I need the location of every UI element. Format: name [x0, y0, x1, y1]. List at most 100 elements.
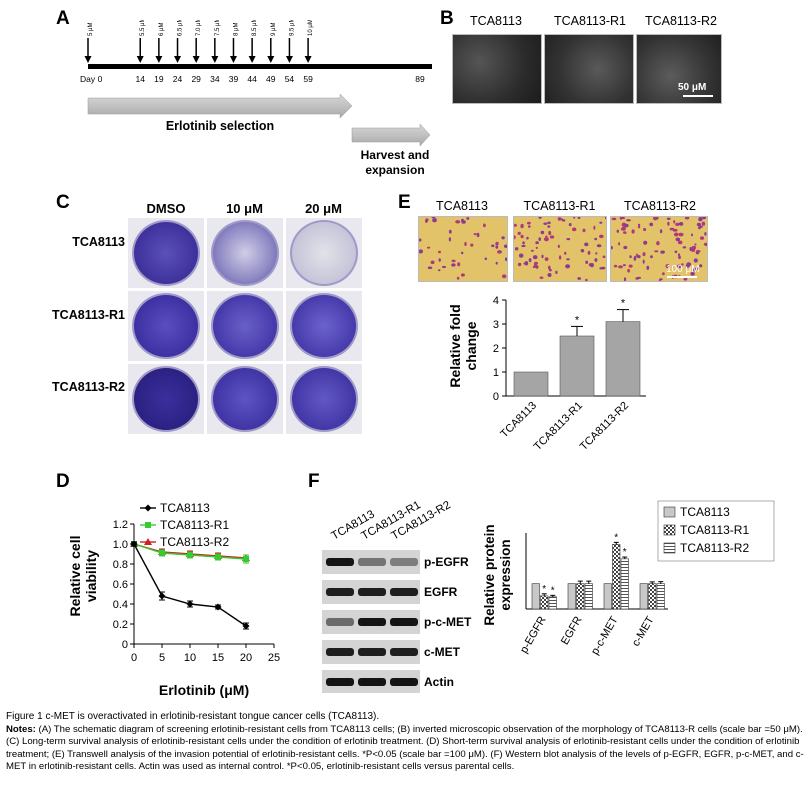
e-significance-star: *: [575, 314, 580, 326]
cell-dot: [654, 250, 659, 253]
f-significance-star: *: [542, 584, 546, 595]
cell-dot: [681, 263, 684, 266]
d-y-tick-label: 0: [122, 639, 128, 651]
cell-dot: [547, 225, 551, 228]
b-title-1: TCA8113: [470, 14, 522, 28]
colony-plate-cell: [128, 291, 204, 361]
cell-dot: [604, 217, 606, 220]
cell-dot: [626, 219, 631, 222]
cell-dot: [528, 258, 532, 263]
cell-dot: [543, 237, 549, 242]
cell-dot: [693, 258, 698, 263]
b-scale-label: 50 μM: [678, 82, 707, 93]
dose-label: 7.5 μM: [215, 20, 221, 36]
cell-dot: [673, 220, 676, 224]
cell-dot: [515, 247, 519, 251]
dose-arrow-head: [192, 56, 200, 63]
blot-band: [390, 558, 418, 566]
blot-band: [326, 618, 354, 626]
e-scale-label: 100 μM: [666, 264, 700, 275]
cell-dot: [557, 217, 562, 221]
cell-dot: [427, 246, 431, 249]
cell-dot: [682, 246, 687, 249]
dose-label: 6.5 μM: [178, 20, 184, 36]
micrograph-b-3: [636, 34, 722, 104]
cell-dot: [621, 226, 626, 231]
panel-d-label: D: [56, 471, 70, 492]
dose-label: 10 μM: [308, 20, 314, 36]
f-bar: [603, 583, 612, 610]
cell-dot: [514, 235, 516, 240]
cell-dot: [451, 263, 456, 267]
dose-arrow-head: [285, 56, 293, 63]
colony-dish: [211, 220, 279, 286]
e-title-3: TCA8113-R2: [623, 199, 697, 213]
cell-dot: [534, 261, 539, 265]
caption-notes-label: Notes:: [6, 723, 36, 735]
b-title-3: TCA8113-R2: [644, 14, 718, 28]
panel-f-bar-chart: Relative protein expression * * p-EGFR EGFR…: [482, 500, 775, 657]
f-significance-star: *: [614, 532, 618, 543]
cell-dot: [637, 255, 641, 259]
day-tick-label: 54: [285, 74, 295, 84]
blot-band: [326, 648, 354, 656]
e-scale-bar: [667, 276, 697, 278]
selection-label: Erlotinib selection: [166, 119, 274, 133]
cell-dot: [497, 250, 502, 254]
cell-dot: [521, 244, 526, 248]
f-bar: [576, 583, 585, 610]
cell-dot: [535, 241, 539, 245]
d-y-tick-label: 0.6: [113, 579, 128, 591]
blot-band-label: Actin: [424, 675, 454, 689]
blot-band-label: c-MET: [424, 645, 461, 659]
cell-dot: [457, 262, 461, 267]
cell-dot: [699, 225, 703, 228]
cell-dot: [677, 240, 683, 245]
cell-dot: [585, 278, 588, 281]
f-legend-label: TCA8113-R1: [680, 523, 749, 537]
transwell-cells: [514, 217, 606, 281]
cell-dot: [599, 234, 604, 239]
b-scale-bar: [683, 95, 713, 97]
blot-band: [358, 558, 386, 566]
colony-plate-cell: [128, 218, 204, 288]
cell-dot: [564, 251, 567, 255]
cell-dot: [532, 265, 537, 269]
d-x-tick-label: 20: [240, 652, 252, 664]
cell-dot: [555, 270, 558, 274]
caption-notes: Notes: (A) The schematic diagram of scre…: [6, 724, 804, 774]
f-bar: [639, 583, 648, 610]
cell-dot: [566, 258, 570, 261]
day-tick-label: 34: [210, 74, 220, 84]
day-tick-label: 29: [191, 74, 201, 84]
cell-dot: [491, 244, 495, 248]
cell-dot: [619, 217, 623, 220]
cell-dot: [503, 244, 507, 248]
d-legend-marker: [144, 538, 152, 545]
cell-dot: [577, 277, 582, 280]
cell-dot: [538, 217, 542, 219]
f-bar: [584, 583, 593, 610]
cell-dot: [461, 218, 464, 222]
d-y-tick-label: 1.2: [113, 519, 128, 531]
cell-dot: [582, 228, 586, 233]
cell-dot: [547, 221, 551, 225]
day-prefix: Day: [80, 74, 96, 84]
selection-arrow: [87, 93, 353, 119]
blot-band: [326, 588, 354, 596]
d-legend-label: TCA8113-R2: [160, 535, 229, 549]
cell-dot: [649, 222, 654, 227]
cell-dot: [539, 276, 544, 279]
blot-band: [390, 618, 418, 626]
cell-dot: [455, 220, 461, 224]
colony-plate-grid: [128, 218, 364, 436]
cell-dot: [650, 255, 653, 259]
cell-dot: [573, 217, 576, 219]
f-legend-swatch: [663, 506, 676, 518]
cell-dot: [696, 222, 701, 227]
cell-dot: [611, 246, 613, 250]
cell-dot: [594, 258, 598, 262]
c-row-1: TCA8113: [72, 235, 125, 249]
colony-plate-cell: [128, 364, 204, 434]
cell-dot: [694, 243, 697, 246]
